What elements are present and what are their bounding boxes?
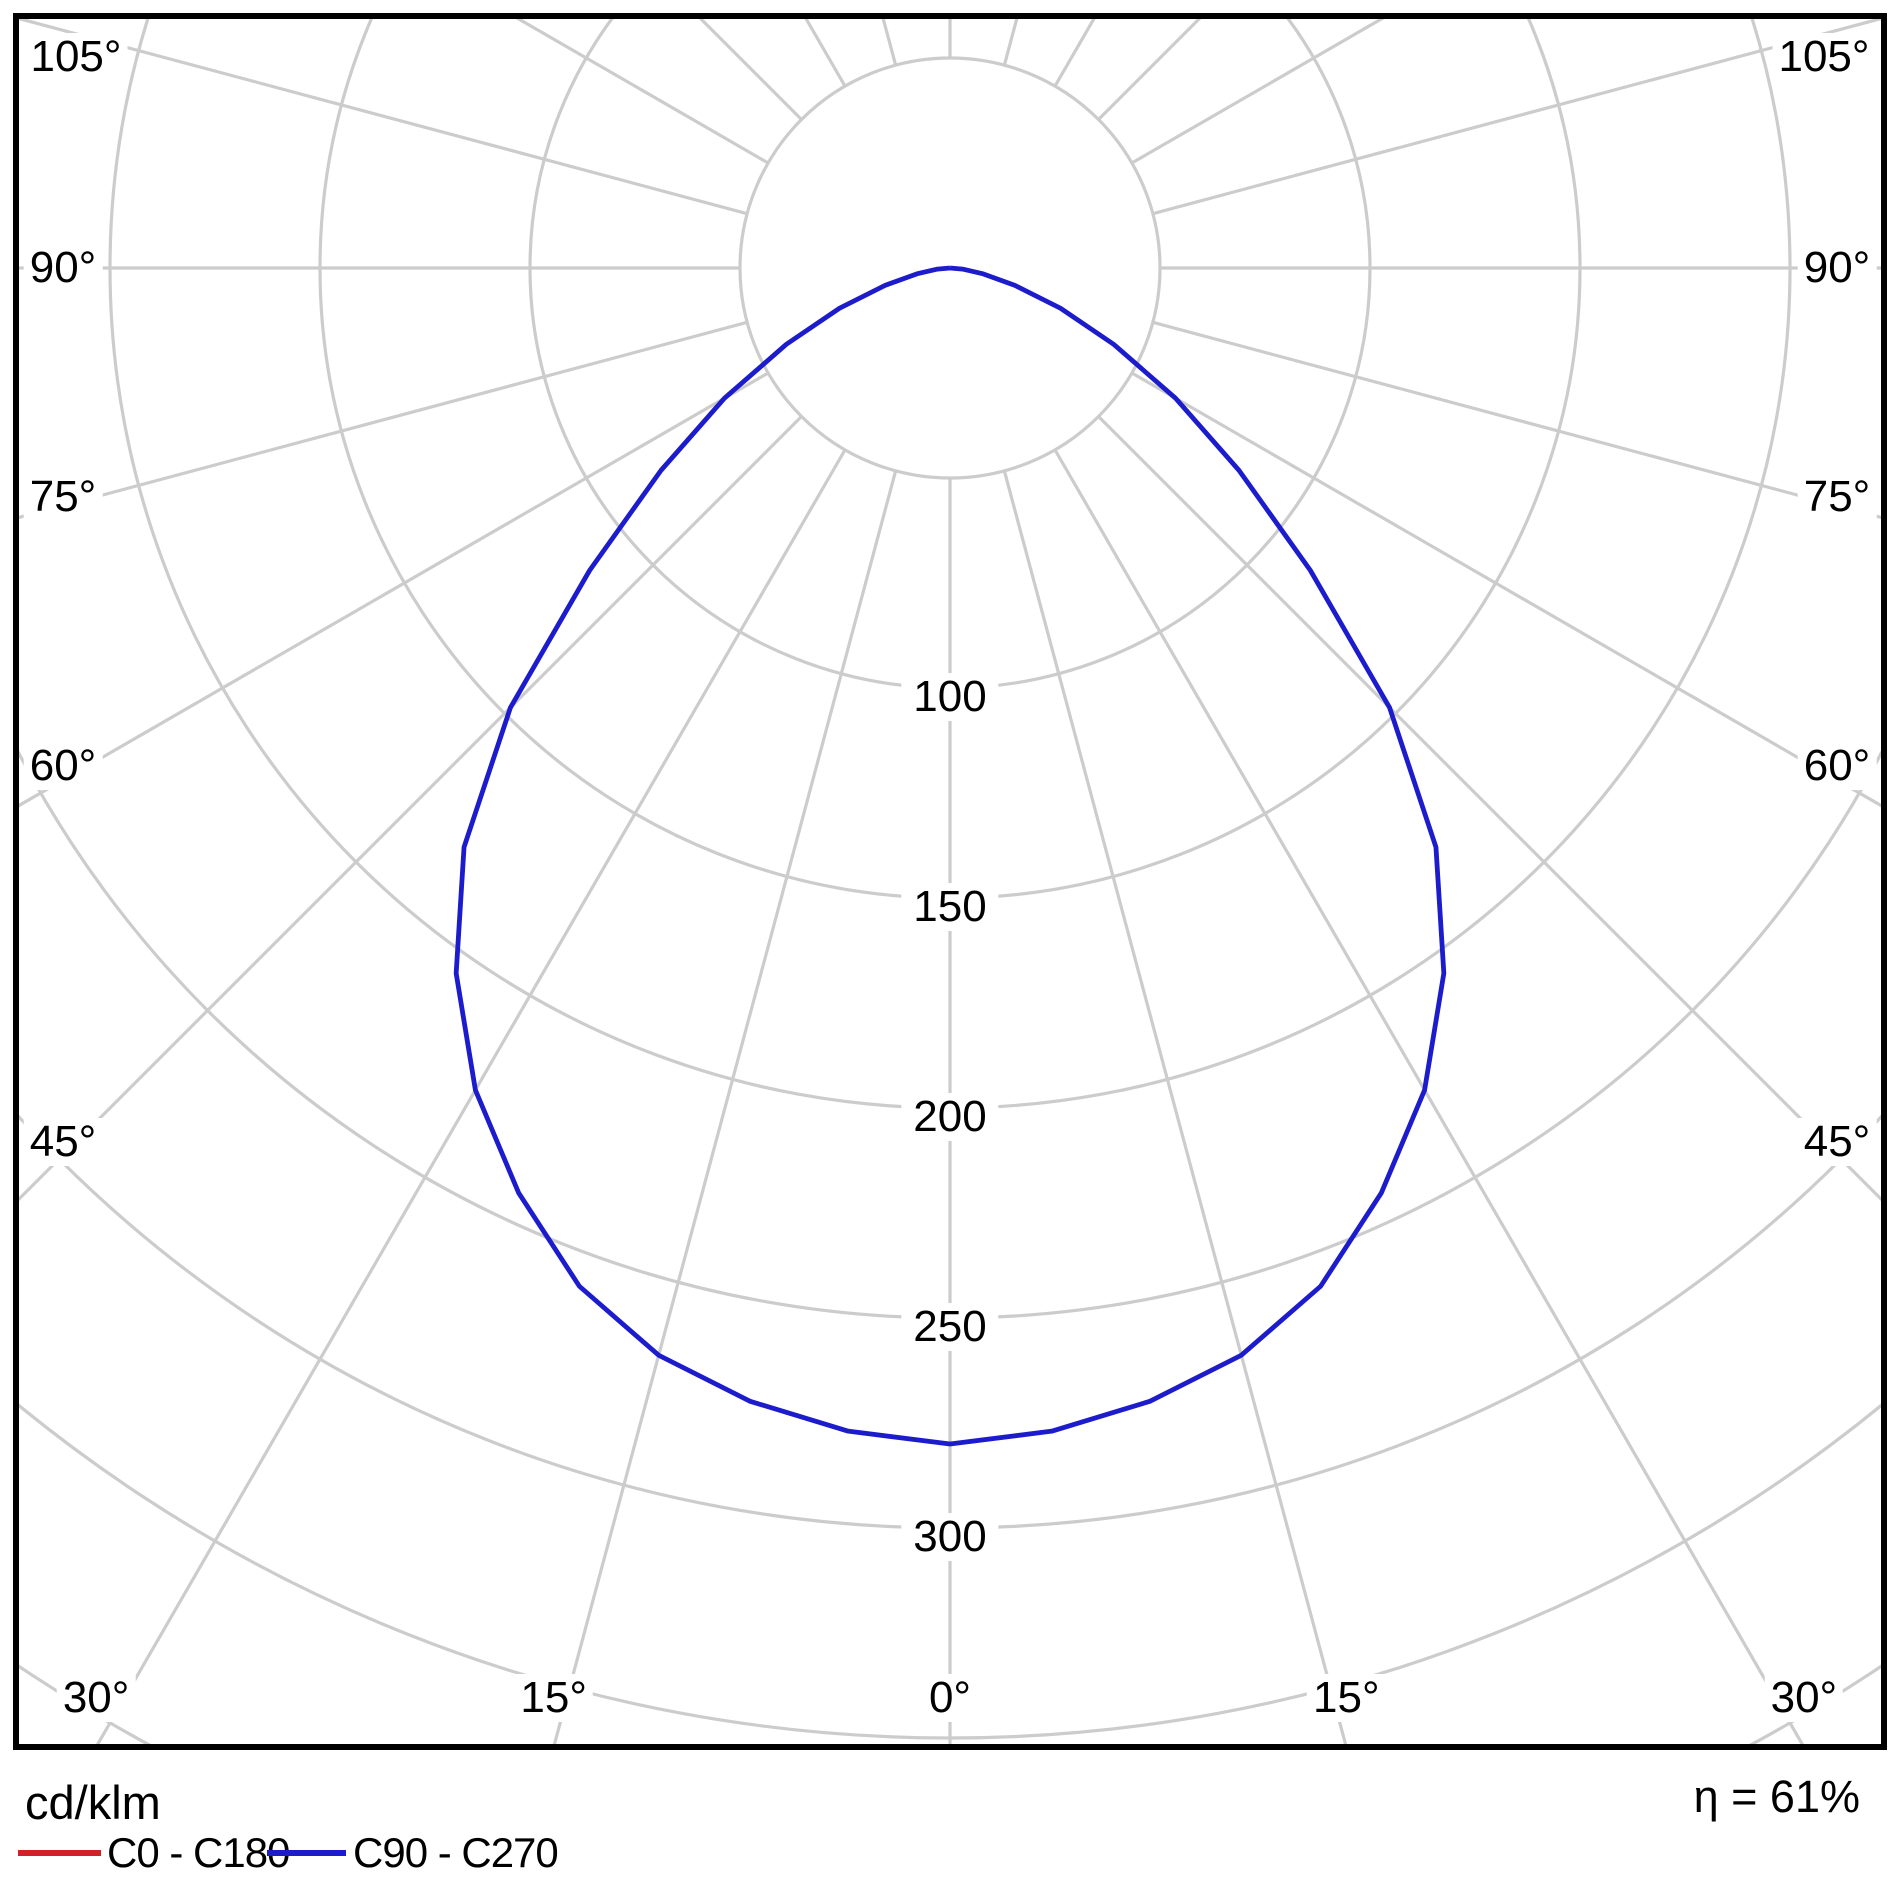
grid-spoke-255 xyxy=(19,19,748,216)
grid-spoke-240 xyxy=(515,19,769,165)
legend-row: C0 - C180 C90 - C270 xyxy=(0,1828,1100,1878)
grid-spoke-315 xyxy=(19,415,803,1202)
grid-spoke-300 xyxy=(19,371,769,808)
polar-grid xyxy=(19,19,1881,1747)
grid-spoke-150 xyxy=(1053,19,1096,87)
legend-item-c0-c180: C0 - C180 xyxy=(107,1829,290,1876)
polar-photometric-chart xyxy=(13,13,1887,1750)
grid-spoke-105 xyxy=(1152,19,1881,216)
grid-spoke-15 xyxy=(1002,470,1348,1747)
efficiency-value: η = 61% xyxy=(1693,1771,1860,1822)
grid-spoke-210 xyxy=(804,19,847,87)
plot-border xyxy=(13,13,1887,1750)
grid-spoke-285 xyxy=(19,320,748,520)
units-label: cd/klm xyxy=(25,1776,161,1829)
grid-spoke-165 xyxy=(1002,19,1019,66)
grid-spoke-60 xyxy=(1131,371,1881,808)
grid-spoke-45 xyxy=(1097,415,1881,1202)
grid-spoke-330 xyxy=(94,449,847,1747)
grid-spoke-75 xyxy=(1152,320,1881,520)
intensity-curve-C90-C270 xyxy=(453,265,1447,1447)
series-swatch-c0-c180 xyxy=(18,1850,101,1856)
grid-spoke-195 xyxy=(881,19,898,66)
grid-spoke-30 xyxy=(1053,449,1806,1747)
legend: cd/klm η = 61% C0 - C180 C90 - C270 xyxy=(0,1756,1900,1900)
series-swatch-c90-c270 xyxy=(267,1850,346,1856)
grid-spoke-345 xyxy=(552,470,898,1747)
legend-item-c90-c270: C90 - C270 xyxy=(353,1829,559,1876)
grid-spoke-120 xyxy=(1131,19,1385,165)
